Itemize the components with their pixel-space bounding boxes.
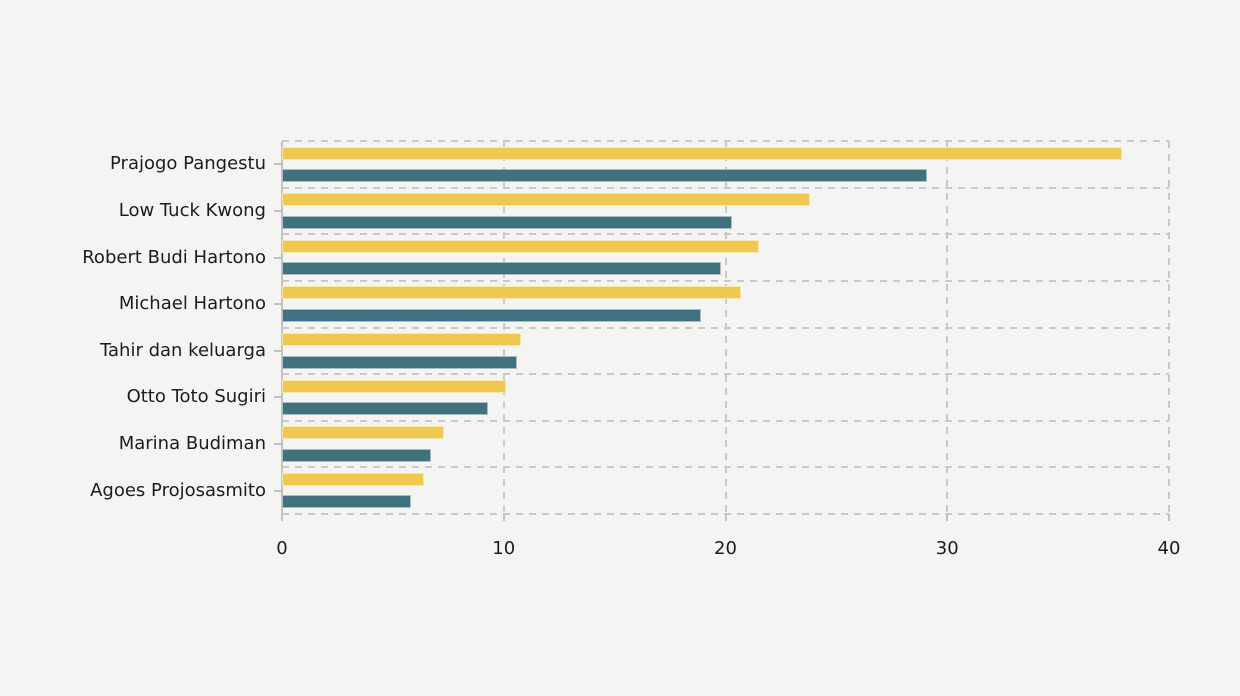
y-axis-tick (274, 303, 281, 306)
x-axis-tick (946, 514, 949, 521)
x-axis-tick-label: 40 (1157, 538, 1181, 559)
x-axis-tick (724, 514, 727, 521)
vertical-gridline (1168, 141, 1170, 514)
y-axis-label: Agoes Projosasmito (90, 479, 266, 501)
y-axis-label: Low Tuck Kwong (118, 199, 266, 221)
x-axis-tick-label: 20 (714, 538, 737, 559)
bar-lower-teal-bars (282, 308, 702, 322)
x-axis-tick-label: 0 (276, 538, 288, 559)
y-axis-label: Robert Budi Hartono (82, 246, 266, 268)
bar-upper-yellow-bars (282, 239, 759, 253)
x-axis-tick (281, 514, 283, 521)
x-axis-tick (502, 514, 505, 521)
y-axis-label: Michael Hartono (118, 293, 266, 315)
vertical-gridline (502, 141, 505, 514)
vertical-gridline (724, 141, 727, 514)
bar-lower-teal-bars (282, 448, 431, 462)
y-axis-tick (274, 443, 281, 446)
x-axis-tick-label: 10 (492, 538, 516, 559)
y-axis-label: Marina Budiman (118, 433, 266, 455)
y-axis-tick (274, 349, 281, 352)
y-axis-label: Prajogo Pangestu (110, 153, 266, 175)
bar-upper-yellow-bars (282, 379, 506, 393)
bar-upper-yellow-bars (282, 472, 424, 486)
bar-lower-teal-bars (282, 495, 411, 509)
bar-lower-teal-bars (282, 215, 733, 229)
y-axis-label: Tahir dan keluarga (100, 339, 266, 361)
y-axis-tick (274, 489, 281, 492)
bar-upper-yellow-bars (282, 426, 444, 440)
bar-lower-teal-bars (282, 402, 489, 416)
y-axis-tick (274, 256, 281, 259)
y-axis-label: Otto Toto Sugiri (126, 386, 266, 408)
bar-lower-teal-bars (282, 355, 518, 369)
bar-lower-teal-bars (282, 262, 722, 276)
plot-area (281, 140, 1170, 515)
bar-upper-yellow-bars (282, 286, 742, 300)
y-axis-tick (274, 396, 281, 399)
x-axis-tick-label: 30 (935, 538, 959, 559)
y-axis-tick (274, 209, 281, 212)
x-axis-tick (1168, 514, 1170, 521)
y-axis-tick (274, 163, 281, 166)
bar-upper-yellow-bars (282, 146, 1123, 160)
bar-lower-teal-bars (282, 169, 928, 182)
bar-upper-yellow-bars (282, 193, 810, 207)
vertical-gridline (946, 141, 949, 514)
bar-upper-yellow-bars (282, 333, 522, 346)
